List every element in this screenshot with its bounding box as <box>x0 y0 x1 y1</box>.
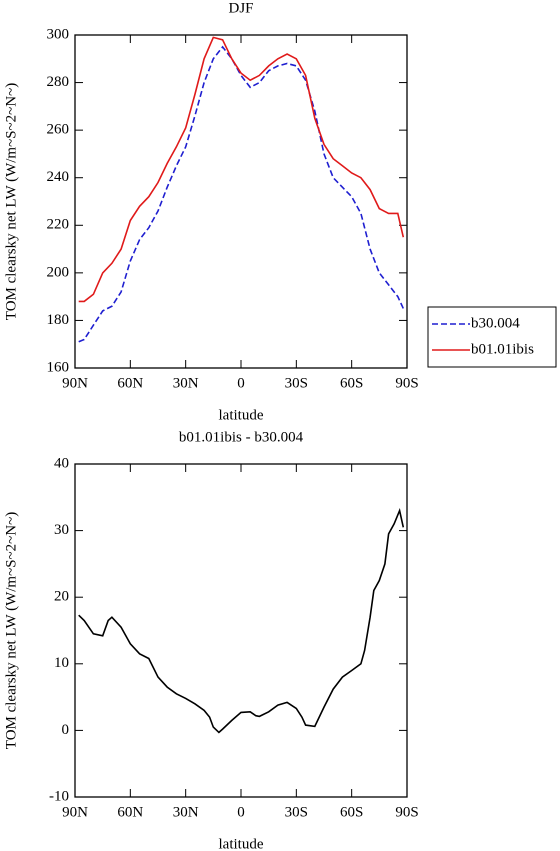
y-tick-label: 30 <box>54 522 69 538</box>
x-tick-label: 90S <box>395 375 418 391</box>
x-tick-label: 60S <box>340 375 363 391</box>
y-tick-label: 20 <box>54 589 69 605</box>
x-axis-label: latitude <box>219 836 264 851</box>
legend-box <box>427 306 557 368</box>
chart-title: DJF <box>228 0 253 16</box>
y-tick-label: 260 <box>47 122 70 138</box>
x-tick-label: 60N <box>117 804 143 820</box>
plot-frame <box>74 463 408 798</box>
y-tick-label: 300 <box>47 26 70 42</box>
x-tick-label: 90N <box>62 804 88 820</box>
x-axis-label: latitude <box>219 407 264 423</box>
y-tick-label: -10 <box>49 788 69 804</box>
y-tick-label: 0 <box>62 722 70 738</box>
y-tick-label: 240 <box>47 169 70 185</box>
plot-frame <box>74 34 408 369</box>
x-tick-label: 60S <box>340 804 363 820</box>
y-tick-label: 220 <box>47 217 70 233</box>
x-tick-label: 90S <box>395 804 418 820</box>
y-tick-label: 180 <box>47 312 70 328</box>
x-tick-label: 30S <box>285 804 308 820</box>
x-tick-label: 30N <box>173 804 199 820</box>
y-axis-label: TOM clearsky net LW (W/m~S~2~N~) <box>3 512 19 749</box>
x-tick-label: 60N <box>117 375 143 391</box>
legend-label: b30.004 <box>471 315 520 331</box>
data-line <box>78 45 405 343</box>
y-tick-label: 200 <box>47 264 70 280</box>
data-line <box>78 507 405 734</box>
x-tick-label: 90N <box>62 375 88 391</box>
x-tick-label: 0 <box>237 804 245 820</box>
data-line <box>78 36 405 303</box>
chart-title: b01.01ibis - b30.004 <box>179 429 304 445</box>
y-tick-label: 280 <box>47 74 70 90</box>
y-tick-label: 40 <box>54 455 69 471</box>
x-tick-label: 0 <box>237 375 245 391</box>
x-tick-label: 30N <box>173 375 199 391</box>
legend-label: b01.01ibis <box>471 341 534 357</box>
y-tick-label: 160 <box>47 359 70 375</box>
y-axis-label: TOM clearsky net LW (W/m~S~2~N~) <box>3 83 19 320</box>
x-tick-label: 30S <box>285 375 308 391</box>
y-tick-label: 10 <box>54 655 69 671</box>
